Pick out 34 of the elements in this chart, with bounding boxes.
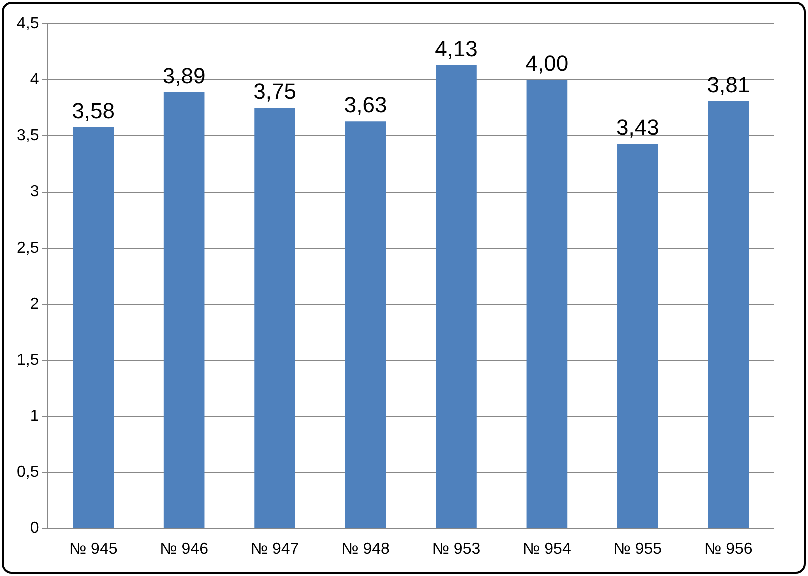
bar (618, 144, 658, 528)
y-tick-label: 2,5 (16, 240, 40, 257)
x-tick-label: № 947 (250, 540, 300, 558)
x-tick-label: № 956 (704, 540, 753, 558)
y-tick-label: 3,5 (16, 128, 40, 145)
y-tick-label: 0,5 (16, 464, 40, 482)
bar (436, 66, 477, 528)
x-tick-label: № 953 (432, 540, 481, 558)
data-label: 3,43 (616, 115, 660, 140)
x-tick-label: № 945 (69, 540, 118, 558)
data-label: 3,81 (707, 72, 750, 98)
data-label: 4,00 (526, 51, 569, 76)
y-tick-label: 4,5 (16, 15, 40, 32)
data-label: 3,89 (162, 63, 206, 88)
x-tick-label: № 954 (523, 540, 572, 558)
x-tick-label: № 955 (614, 540, 662, 558)
data-label: 4,13 (435, 36, 478, 62)
y-tick-label: 4 (30, 71, 40, 88)
bar (708, 101, 750, 528)
bar (345, 122, 386, 528)
data-label: 3,63 (344, 92, 388, 118)
y-tick-label: 3 (30, 184, 40, 201)
y-tick-label: 1 (30, 408, 40, 426)
x-tick-label: № 946 (160, 540, 209, 558)
y-tick-label: 1,5 (16, 352, 40, 369)
bar (254, 108, 296, 528)
data-label: 3,75 (254, 79, 296, 104)
data-label: 3,58 (72, 98, 116, 124)
bar (526, 80, 568, 528)
y-tick-label: 2 (30, 296, 40, 313)
y-tick-label: 0 (30, 520, 40, 538)
bar (164, 92, 205, 528)
x-tick-label: № 948 (342, 540, 390, 558)
bar (73, 127, 114, 528)
